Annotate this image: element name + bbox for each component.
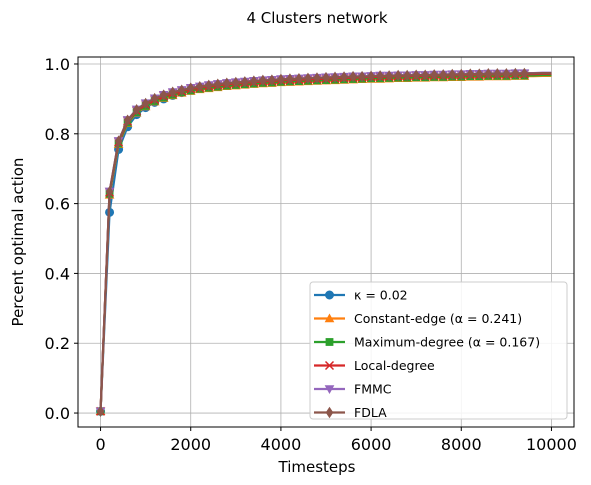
data-point — [325, 406, 334, 419]
data-point — [412, 69, 420, 81]
y-tick-label: 0.0 — [45, 404, 70, 423]
data-point — [232, 76, 240, 89]
data-point — [114, 135, 123, 147]
data-point — [466, 68, 475, 80]
y-tick-label: 0.4 — [45, 264, 70, 283]
data-point — [340, 71, 348, 83]
y-tick-label: 0.8 — [45, 125, 70, 144]
data-point — [213, 78, 222, 90]
y-tick-label: 0.6 — [45, 195, 70, 214]
x-tick-label: 6000 — [351, 435, 392, 454]
data-point — [195, 80, 204, 93]
data-point — [105, 186, 114, 198]
legend-entry: κ = 0.02 — [314, 288, 408, 303]
data-point — [394, 69, 402, 82]
legend-label: FMMC — [354, 382, 392, 397]
data-point — [484, 68, 493, 80]
data-point — [325, 290, 334, 300]
data-point — [168, 86, 177, 98]
y-tick-label: 1.0 — [45, 55, 70, 74]
data-point — [322, 71, 330, 84]
x-axis-ticks: 0 2000 4000 6000 8000 10000 — [95, 427, 577, 454]
data-point — [520, 67, 529, 80]
data-point — [123, 114, 132, 126]
legend-label: Local-degree — [354, 358, 435, 373]
data-point — [304, 72, 312, 84]
x-tick-label: 10000 — [526, 435, 577, 454]
data-point — [324, 360, 335, 371]
data-point — [349, 70, 357, 83]
legend-box — [309, 281, 568, 420]
data-point — [502, 68, 511, 80]
plot-series — [95, 67, 552, 417]
data-point — [385, 70, 393, 82]
data-point — [268, 74, 276, 86]
data-point — [277, 73, 285, 86]
data-point — [186, 82, 195, 94]
data-point — [358, 70, 366, 83]
data-point — [457, 68, 466, 81]
data-point — [141, 97, 150, 110]
data-point — [295, 72, 303, 85]
legend: κ = 0.02 Constant-edge (α = 0.241) Maximum… — [309, 281, 568, 420]
grid-lines — [78, 57, 574, 427]
data-point — [241, 76, 249, 88]
data-point — [430, 69, 439, 81]
data-point — [132, 104, 141, 116]
data-point — [367, 70, 375, 82]
y-axis-ticks: 0.0 0.2 0.4 0.6 0.8 1.0 — [45, 55, 78, 423]
data-point — [511, 67, 520, 80]
legend-entry: FDLA — [314, 405, 387, 420]
y-tick-label: 0.2 — [45, 334, 70, 353]
data-point — [403, 69, 411, 82]
data-point — [286, 73, 294, 85]
x-tick-label: 8000 — [441, 435, 482, 454]
legend-label: Maximum-degree (α = 0.167) — [354, 335, 540, 350]
data-point — [150, 92, 159, 105]
data-point — [250, 75, 258, 87]
data-point — [204, 79, 213, 91]
data-point — [259, 74, 267, 87]
legend-entry: Local-degree — [314, 358, 435, 373]
legend-entry: Maximum-degree (α = 0.167) — [314, 335, 540, 350]
data-point — [448, 68, 457, 81]
data-point — [439, 69, 448, 81]
legend-label: κ = 0.02 — [354, 288, 408, 303]
data-point — [493, 68, 502, 80]
data-point — [313, 72, 321, 84]
data-point — [159, 89, 168, 101]
data-point — [421, 69, 430, 81]
chart-title: 4 Clusters network — [246, 9, 387, 27]
data-point — [376, 70, 384, 82]
legend-entry: Constant-edge (α = 0.241) — [314, 311, 522, 326]
legend-label: FDLA — [354, 405, 387, 420]
data-point — [325, 338, 334, 346]
plot-frame — [77, 56, 575, 428]
data-point — [96, 405, 105, 417]
legend-label: Constant-edge (α = 0.241) — [354, 311, 522, 326]
x-tick-label: 2000 — [170, 435, 211, 454]
x-tick-label: 0 — [95, 435, 105, 454]
data-point — [222, 77, 231, 89]
data-point — [324, 385, 335, 395]
x-axis-label: Timesteps — [278, 458, 356, 476]
legend-entry: FMMC — [314, 382, 392, 397]
data-point — [324, 313, 335, 323]
data-point — [331, 71, 339, 83]
data-point — [177, 84, 186, 96]
y-axis-label: Percent optimal action — [9, 158, 27, 327]
series-diamond — [96, 67, 552, 417]
x-tick-label: 4000 — [261, 435, 302, 454]
data-point — [475, 68, 484, 80]
